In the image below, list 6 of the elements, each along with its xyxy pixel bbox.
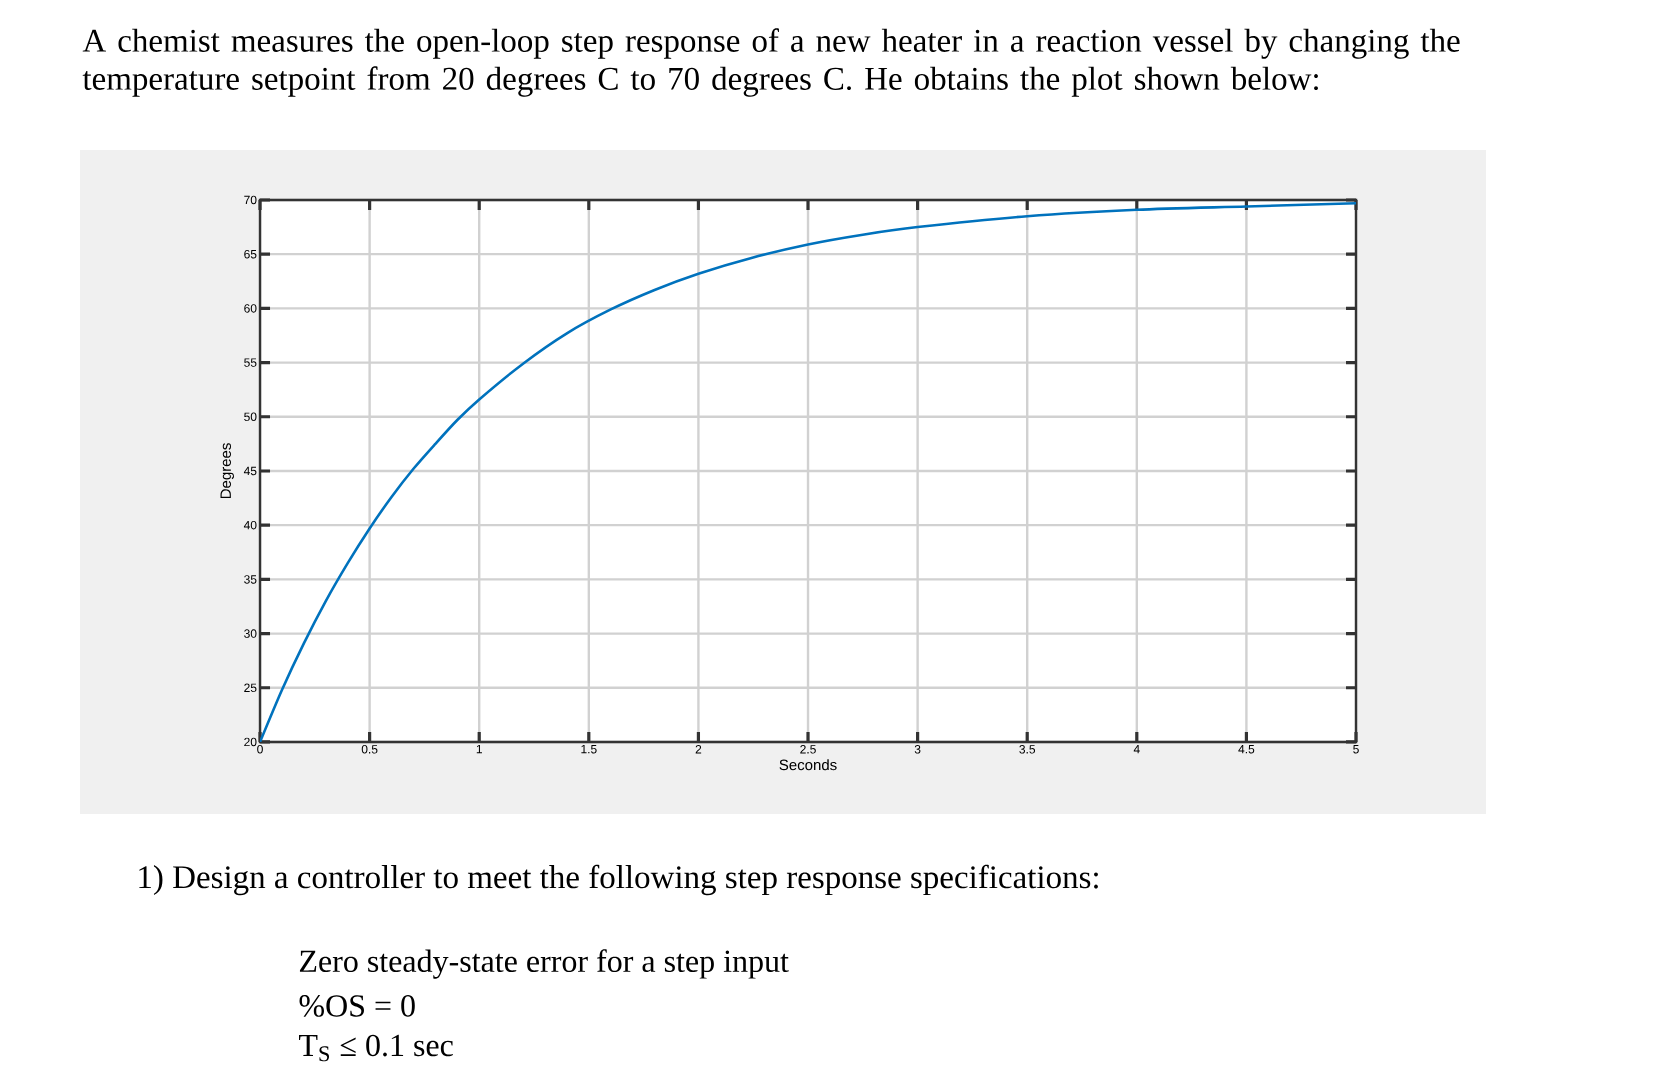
text: 1) Design a controller to meet the following step response specifications:: [139, 864, 1098, 896]
chart-title: A chemist measures the open-loop step response of a new heater in a reaction vessel by changing the temperature setpoint from 20 degrees C to 70 degrees C. He obtains the plot shown below:: [82, 28, 1460, 97]
text: %OS = 0: [299, 995, 415, 1017]
text: T$_{S}$ ≤ 0.1 sec: [299, 1034, 453, 1062]
text: Zero steady-state error for a step input: [299, 949, 789, 979]
line-series: [260, 201, 1357, 742]
